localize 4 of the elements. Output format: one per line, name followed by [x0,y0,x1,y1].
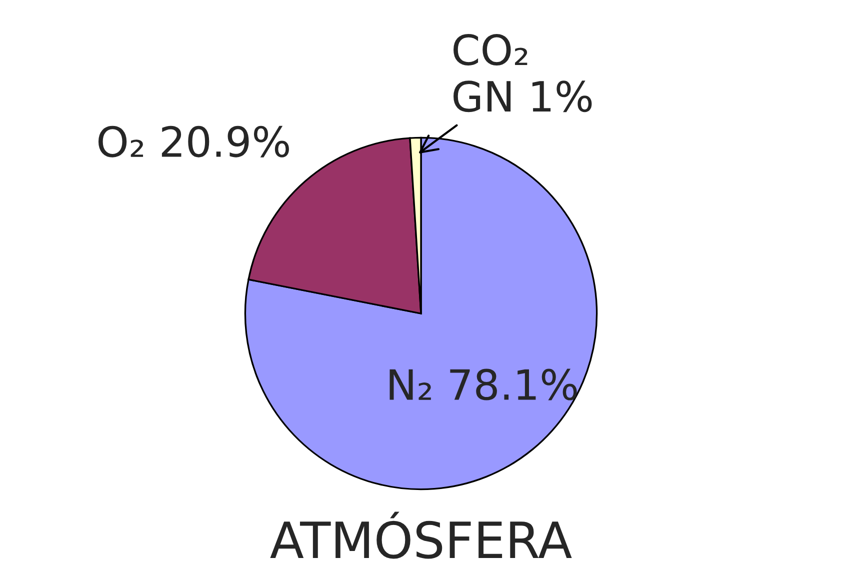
slice-label: O₂ 20.9% [98,126,289,158]
slice-label: N₂ 78.1% [390,368,577,400]
text: ATMÓSFERA [270,512,572,559]
slice-label: CO₂ GN 1% [454,34,592,112]
